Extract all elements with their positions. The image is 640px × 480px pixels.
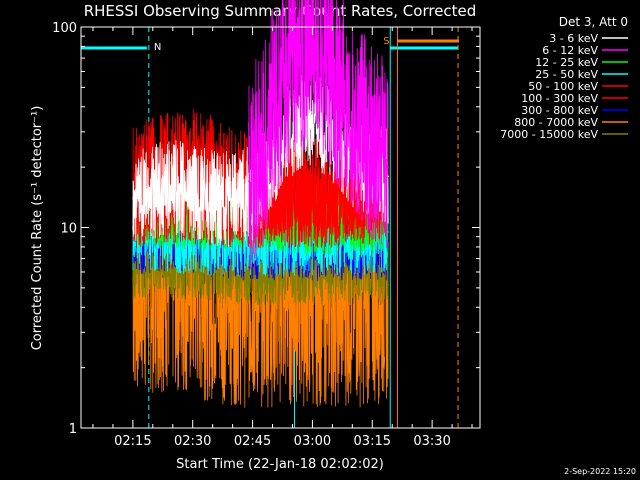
data-point <box>307 43 310 45</box>
data-point <box>192 191 194 193</box>
x-tick-label: 02:15 <box>114 434 151 449</box>
data-point <box>160 257 162 260</box>
data-point <box>387 264 389 266</box>
y-axis-label: Corrected Count Rate (s⁻¹ detector⁻¹) <box>30 106 45 351</box>
data-point <box>152 191 154 193</box>
legend-label: 3 - 6 keV <box>549 32 598 45</box>
legend-label: 12 - 25 keV <box>535 56 598 69</box>
data-point <box>295 59 298 62</box>
data-point <box>247 180 250 182</box>
annotation-s: S <box>383 36 389 47</box>
legend-label: 50 - 100 keV <box>528 80 598 93</box>
series-line-7 <box>132 155 389 408</box>
data-point <box>331 191 333 193</box>
y-axis: 1 10 100 <box>52 21 480 437</box>
legend-title: Det 3, Att 0 <box>559 15 628 29</box>
x-tick-label: 03:15 <box>354 434 391 449</box>
data-point <box>172 185 174 188</box>
data-point <box>311 191 314 193</box>
data-point <box>319 55 321 57</box>
data-point <box>383 158 385 160</box>
x-axis: 02:15 02:30 02:45 03:00 03:15 03:30 <box>92 27 473 449</box>
chart-title: RHESSI Observing Summary Count Rates, Co… <box>84 2 477 20</box>
data-point <box>263 137 266 139</box>
x-axis-label: Start Time (22-Jan-18 02:02:02) <box>176 457 384 472</box>
data-point <box>212 197 214 199</box>
legend-label: 25 - 50 keV <box>535 68 598 81</box>
annotations: NS <box>154 36 390 53</box>
legend-label: 6 - 12 keV <box>542 44 598 57</box>
data-point <box>351 110 353 112</box>
y-tick-label: 100 <box>52 21 77 36</box>
plot-area <box>81 0 460 428</box>
legend-label: 800 - 7000 keV <box>514 116 598 129</box>
y-tick-label: 1 <box>69 422 77 437</box>
series-1 <box>247 0 389 270</box>
y-tick-label: 10 <box>60 222 77 237</box>
x-tick-label: 03:00 <box>294 434 331 449</box>
x-tick-label: 02:30 <box>174 434 211 449</box>
data-point <box>279 86 282 88</box>
series-line-1 <box>248 0 389 270</box>
data-point <box>335 83 337 85</box>
data-point <box>387 166 389 168</box>
x-tick-label: 03:30 <box>413 434 450 449</box>
data-point <box>291 191 294 193</box>
legend-label: 7000 - 15000 keV <box>500 128 598 141</box>
data-point <box>367 137 369 139</box>
timestamp: 2-Sep-2022 15:20 <box>564 467 636 476</box>
data-point <box>132 197 134 199</box>
data-point <box>311 115 314 117</box>
legend-label: 300 - 800 keV <box>521 104 598 117</box>
x-tick-label: 02:45 <box>234 434 271 449</box>
legend-label: 100 - 300 keV <box>521 92 598 105</box>
data-point <box>387 175 389 177</box>
annotation-n: N <box>154 42 161 53</box>
data-point <box>232 197 234 199</box>
